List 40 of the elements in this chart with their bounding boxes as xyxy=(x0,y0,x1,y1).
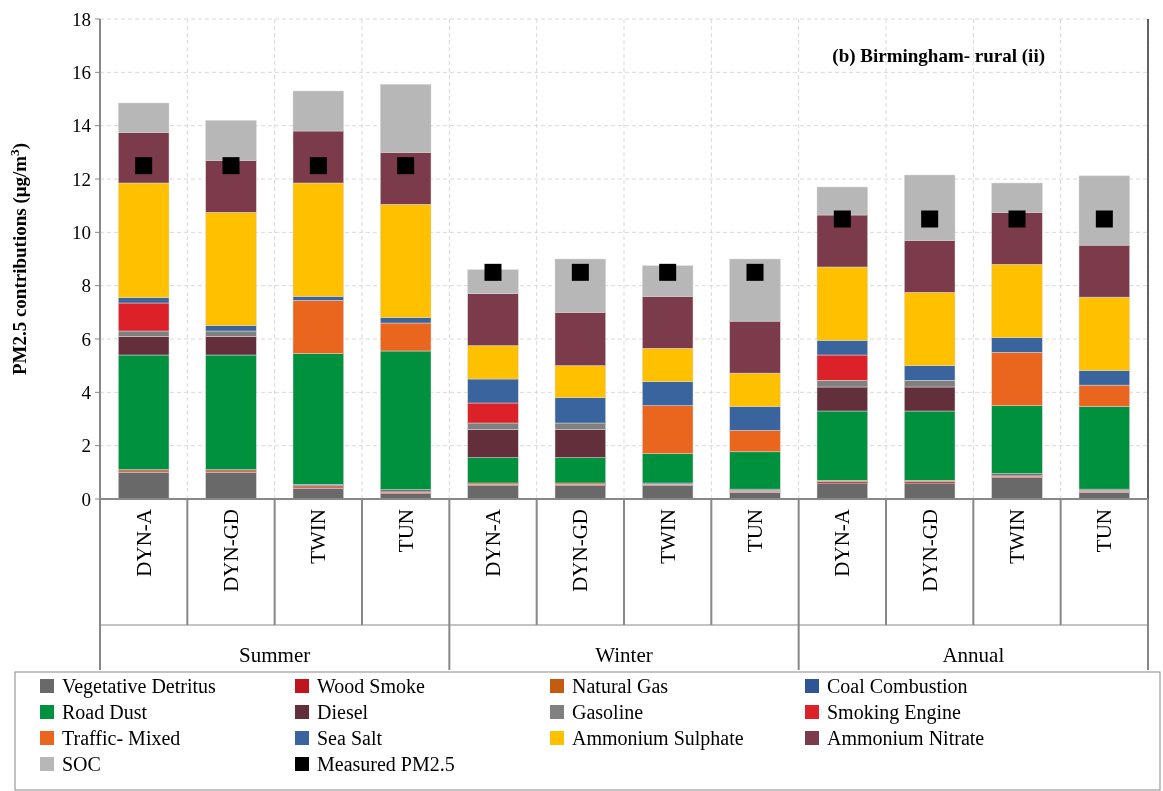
y-tick-label: 8 xyxy=(81,275,91,297)
x-tick-label: DYN-GD xyxy=(917,509,942,592)
y-tick-label: 10 xyxy=(72,221,91,243)
x-tick-label: TWIN xyxy=(1005,509,1029,564)
legend-label: Wood Smoke xyxy=(317,675,425,697)
legend-label: Natural Gas xyxy=(572,675,669,697)
y-tick-label: 16 xyxy=(72,61,91,83)
legend-label: Gasoline xyxy=(572,701,644,723)
x-tick-label: DYN-A xyxy=(481,508,505,577)
legend-label: Vegetative Detritus xyxy=(62,675,217,698)
legend-label: Road Dust xyxy=(62,701,148,723)
legend-label: Measured PM2.5 xyxy=(317,753,455,775)
x-tick-label: TWIN xyxy=(655,509,680,564)
x-tick-label: TUN xyxy=(743,509,767,553)
x-tick-label: DYN-GD xyxy=(568,509,593,592)
y-tick-label: 4 xyxy=(81,381,92,403)
y-tick-label: 0 xyxy=(81,488,91,510)
x-tick-label: DYN-GD xyxy=(219,509,243,592)
y-tick-label: 6 xyxy=(81,328,91,350)
legend-label: Ammonium Sulphate xyxy=(572,727,744,750)
x-tick-label: DYN-A xyxy=(830,508,855,577)
text: Annual xyxy=(942,643,1005,667)
y-tick-label: 2 xyxy=(81,435,91,457)
text: (b) Birmingham- rural (ii) xyxy=(832,45,1045,67)
legend-label: SOC xyxy=(62,753,101,775)
text: Summer xyxy=(239,643,311,667)
x-tick-label: DYN-A xyxy=(131,508,156,577)
x-tick-label: TWIN xyxy=(306,509,331,564)
legend-label: Diesel xyxy=(317,701,369,723)
text: Winter xyxy=(595,643,653,667)
x-tick-label: TUN xyxy=(1092,509,1117,553)
y-tick-label: 18 xyxy=(72,8,91,30)
y-tick-label: 14 xyxy=(72,115,92,137)
legend-label: Ammonium Nitrate xyxy=(827,727,985,749)
y-tick-label: 12 xyxy=(72,168,91,190)
x-tick-label: TUN xyxy=(393,509,418,553)
legend-label: Coal Combustion xyxy=(827,675,968,697)
legend-label: Sea Salt xyxy=(317,727,383,749)
legend-label: Traffic- Mixed xyxy=(62,727,181,749)
legend-label: Smoking Engine xyxy=(827,701,962,724)
